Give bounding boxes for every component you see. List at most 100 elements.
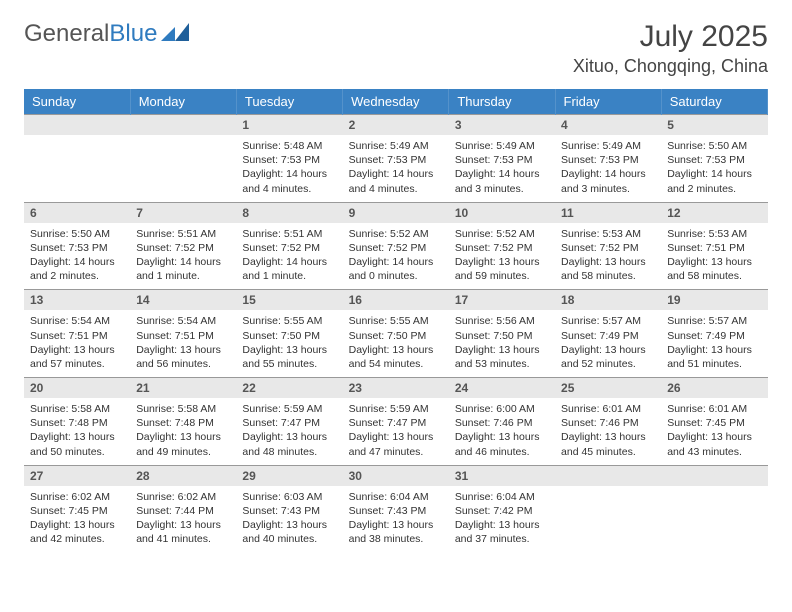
sunset-line: Sunset: 7:52 PM [242,241,336,255]
sunset-line: Sunset: 7:50 PM [242,329,336,343]
calendar-cell [24,115,130,203]
day-body: Sunrise: 5:57 AMSunset: 7:49 PMDaylight:… [555,310,661,377]
day-number: 13 [24,290,130,310]
daylight-line: Daylight: 13 hours and 58 minutes. [561,255,655,283]
daylight-line: Daylight: 13 hours and 57 minutes. [30,343,124,371]
day-number: 18 [555,290,661,310]
calendar-cell: 27Sunrise: 6:02 AMSunset: 7:45 PMDayligh… [24,465,130,552]
day-number: 26 [661,378,767,398]
sunrise-line: Sunrise: 5:56 AM [455,314,549,328]
calendar-cell: 20Sunrise: 5:58 AMSunset: 7:48 PMDayligh… [24,378,130,466]
daylight-line: Daylight: 13 hours and 58 minutes. [667,255,761,283]
calendar-cell: 23Sunrise: 5:59 AMSunset: 7:47 PMDayligh… [343,378,449,466]
sunrise-line: Sunrise: 6:04 AM [455,490,549,504]
day-number: 25 [555,378,661,398]
calendar-cell: 31Sunrise: 6:04 AMSunset: 7:42 PMDayligh… [449,465,555,552]
calendar-cell: 11Sunrise: 5:53 AMSunset: 7:52 PMDayligh… [555,202,661,290]
daylight-line: Daylight: 14 hours and 1 minute. [242,255,336,283]
calendar-cell: 7Sunrise: 5:51 AMSunset: 7:52 PMDaylight… [130,202,236,290]
day-number [130,115,236,135]
calendar-cell: 25Sunrise: 6:01 AMSunset: 7:46 PMDayligh… [555,378,661,466]
daylight-line: Daylight: 13 hours and 43 minutes. [667,430,761,458]
calendar-cell: 6Sunrise: 5:50 AMSunset: 7:53 PMDaylight… [24,202,130,290]
location: Xituo, Chongqing, China [573,56,768,77]
calendar-week: 20Sunrise: 5:58 AMSunset: 7:48 PMDayligh… [24,378,768,466]
sunset-line: Sunset: 7:52 PM [455,241,549,255]
day-number [555,466,661,486]
sunrise-line: Sunrise: 5:49 AM [561,139,655,153]
sunset-line: Sunset: 7:44 PM [136,504,230,518]
daylight-line: Daylight: 14 hours and 3 minutes. [561,167,655,195]
sunset-line: Sunset: 7:52 PM [349,241,443,255]
sunset-line: Sunset: 7:43 PM [349,504,443,518]
sunrise-line: Sunrise: 6:01 AM [667,402,761,416]
day-header: Monday [130,89,236,115]
calendar-cell [661,465,767,552]
daylight-line: Daylight: 13 hours and 46 minutes. [455,430,549,458]
calendar-cell: 30Sunrise: 6:04 AMSunset: 7:43 PMDayligh… [343,465,449,552]
calendar-cell: 15Sunrise: 5:55 AMSunset: 7:50 PMDayligh… [236,290,342,378]
daylight-line: Daylight: 13 hours and 47 minutes. [349,430,443,458]
calendar-cell: 2Sunrise: 5:49 AMSunset: 7:53 PMDaylight… [343,115,449,203]
calendar-cell: 13Sunrise: 5:54 AMSunset: 7:51 PMDayligh… [24,290,130,378]
sunrise-line: Sunrise: 5:50 AM [667,139,761,153]
day-number: 10 [449,203,555,223]
sunrise-line: Sunrise: 5:57 AM [561,314,655,328]
day-number: 17 [449,290,555,310]
calendar-cell: 3Sunrise: 5:49 AMSunset: 7:53 PMDaylight… [449,115,555,203]
sunset-line: Sunset: 7:49 PM [561,329,655,343]
sunrise-line: Sunrise: 5:55 AM [349,314,443,328]
calendar-week: 13Sunrise: 5:54 AMSunset: 7:51 PMDayligh… [24,290,768,378]
day-number: 22 [236,378,342,398]
calendar-cell: 5Sunrise: 5:50 AMSunset: 7:53 PMDaylight… [661,115,767,203]
calendar-cell [555,465,661,552]
day-body: Sunrise: 5:49 AMSunset: 7:53 PMDaylight:… [555,135,661,202]
daylight-line: Daylight: 13 hours and 56 minutes. [136,343,230,371]
day-number: 19 [661,290,767,310]
sunrise-line: Sunrise: 6:01 AM [561,402,655,416]
day-header: Friday [555,89,661,115]
sunrise-line: Sunrise: 5:52 AM [349,227,443,241]
sunset-line: Sunset: 7:47 PM [349,416,443,430]
day-body: Sunrise: 6:02 AMSunset: 7:44 PMDaylight:… [130,486,236,553]
day-body: Sunrise: 6:02 AMSunset: 7:45 PMDaylight:… [24,486,130,553]
daylight-line: Daylight: 13 hours and 53 minutes. [455,343,549,371]
day-body: Sunrise: 5:53 AMSunset: 7:52 PMDaylight:… [555,223,661,290]
sunset-line: Sunset: 7:51 PM [136,329,230,343]
day-number [661,466,767,486]
sunset-line: Sunset: 7:53 PM [667,153,761,167]
sunset-line: Sunset: 7:52 PM [561,241,655,255]
calendar-cell: 29Sunrise: 6:03 AMSunset: 7:43 PMDayligh… [236,465,342,552]
day-number: 8 [236,203,342,223]
calendar-cell [130,115,236,203]
daylight-line: Daylight: 13 hours and 37 minutes. [455,518,549,546]
calendar-week: 27Sunrise: 6:02 AMSunset: 7:45 PMDayligh… [24,465,768,552]
sunset-line: Sunset: 7:45 PM [30,504,124,518]
daylight-line: Daylight: 14 hours and 4 minutes. [242,167,336,195]
sunset-line: Sunset: 7:51 PM [30,329,124,343]
sunrise-line: Sunrise: 5:59 AM [242,402,336,416]
calendar-cell: 10Sunrise: 5:52 AMSunset: 7:52 PMDayligh… [449,202,555,290]
sunrise-line: Sunrise: 5:53 AM [667,227,761,241]
day-body: Sunrise: 5:53 AMSunset: 7:51 PMDaylight:… [661,223,767,290]
calendar-cell: 28Sunrise: 6:02 AMSunset: 7:44 PMDayligh… [130,465,236,552]
daylight-line: Daylight: 14 hours and 2 minutes. [30,255,124,283]
day-body: Sunrise: 5:52 AMSunset: 7:52 PMDaylight:… [449,223,555,290]
calendar-cell: 22Sunrise: 5:59 AMSunset: 7:47 PMDayligh… [236,378,342,466]
day-body: Sunrise: 6:04 AMSunset: 7:43 PMDaylight:… [343,486,449,553]
calendar-cell: 14Sunrise: 5:54 AMSunset: 7:51 PMDayligh… [130,290,236,378]
sunset-line: Sunset: 7:47 PM [242,416,336,430]
day-number: 3 [449,115,555,135]
sunrise-line: Sunrise: 6:03 AM [242,490,336,504]
day-number: 20 [24,378,130,398]
sunrise-line: Sunrise: 5:52 AM [455,227,549,241]
day-body: Sunrise: 5:56 AMSunset: 7:50 PMDaylight:… [449,310,555,377]
logo-icon [161,20,189,48]
calendar-table: SundayMondayTuesdayWednesdayThursdayFrid… [24,89,768,552]
day-header: Sunday [24,89,130,115]
calendar-cell: 1Sunrise: 5:48 AMSunset: 7:53 PMDaylight… [236,115,342,203]
sunset-line: Sunset: 7:53 PM [455,153,549,167]
sunrise-line: Sunrise: 6:02 AM [136,490,230,504]
day-header: Tuesday [236,89,342,115]
day-number: 9 [343,203,449,223]
